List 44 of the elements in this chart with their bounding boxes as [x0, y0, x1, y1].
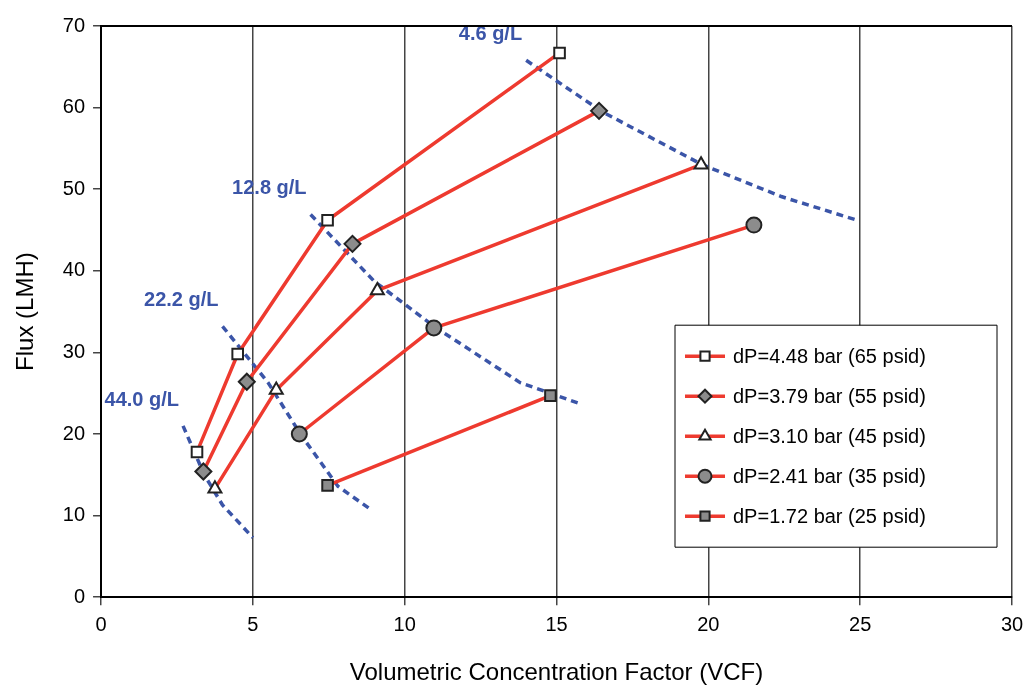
y-axis-title: Flux (LMH) — [11, 252, 39, 371]
point — [693, 156, 709, 170]
y-tick-label: 10 — [62, 503, 86, 526]
legend-label: dP=4.48 bar (65 psid) — [733, 344, 926, 367]
point — [190, 445, 204, 459]
series-label: 44.0 g/L — [104, 387, 180, 410]
point — [544, 389, 557, 402]
point — [321, 479, 334, 492]
legend-label: dP=3.79 bar (55 psid) — [733, 384, 926, 407]
point — [369, 281, 385, 296]
y-tick-label: 0 — [73, 584, 86, 607]
point — [237, 372, 256, 391]
point — [745, 216, 763, 234]
y-tick-label: 20 — [62, 421, 86, 444]
point — [321, 213, 334, 227]
point — [231, 347, 244, 361]
x-axis-title: Volumetric Concentration Factor (VCF) — [349, 658, 764, 686]
legend-label: dP=2.41 bar (35 psid) — [733, 464, 926, 487]
point — [268, 381, 284, 395]
line-series — [181, 424, 255, 540]
y-tick-label: 30 — [62, 339, 86, 362]
x-tick-label: 10 — [393, 612, 416, 635]
x-tick-label: 20 — [697, 612, 720, 635]
legend-label: dP=3.10 bar (45 psid) — [733, 424, 926, 447]
series-label: 22.2 g/L — [144, 288, 219, 311]
y-tick-label: 40 — [62, 258, 86, 281]
point — [207, 480, 223, 494]
x-tick-label: 5 — [247, 612, 259, 635]
point — [553, 46, 566, 60]
point — [194, 462, 213, 481]
point — [425, 319, 443, 337]
y-tick-label: 60 — [62, 95, 86, 118]
point — [590, 101, 609, 120]
x-tick-label: 25 — [849, 612, 872, 635]
y-tick-label: 70 — [62, 13, 86, 36]
x-tick-label: 15 — [545, 612, 568, 635]
point — [343, 234, 362, 253]
point — [290, 425, 308, 443]
x-tick-label: 0 — [95, 612, 107, 635]
legend-label: dP=1.72 bar (25 psid) — [733, 504, 926, 527]
series-label: 4.6 g/L — [458, 22, 523, 45]
line-series — [308, 212, 580, 405]
x-tick-label: 30 — [1000, 612, 1024, 635]
y-tick-label: 50 — [62, 176, 86, 199]
